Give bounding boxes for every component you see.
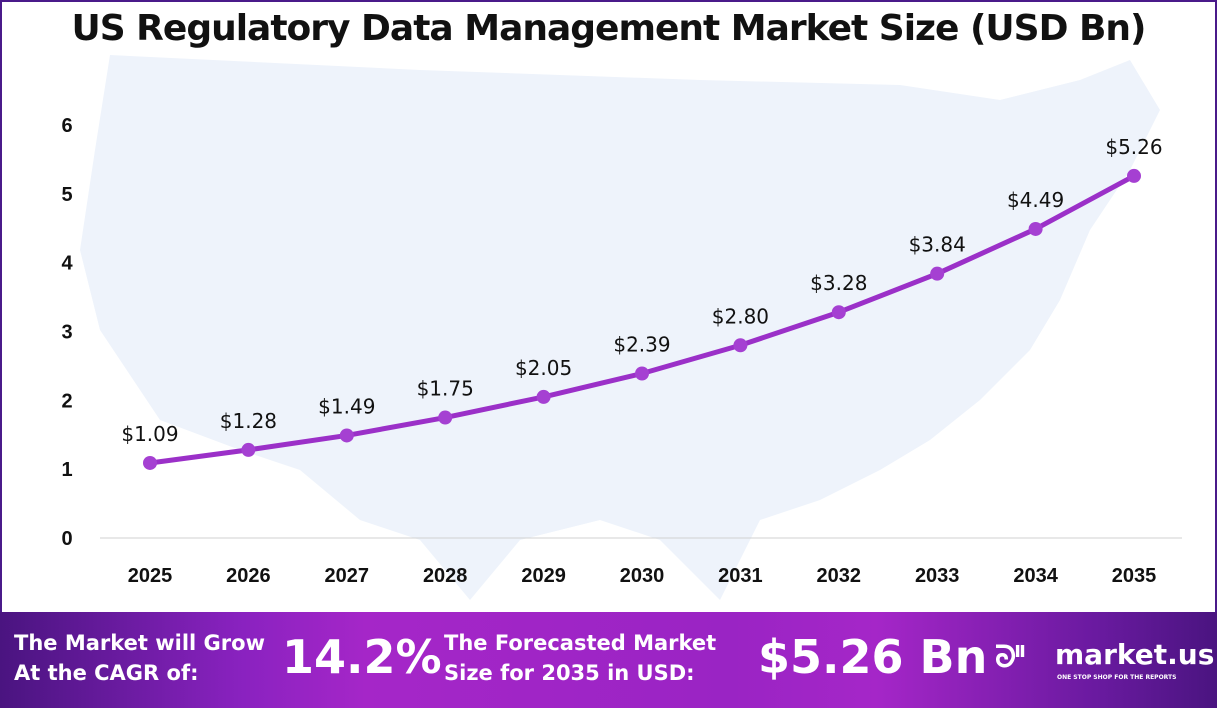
- data-point: [930, 266, 945, 281]
- logo-mark-icon: ᘐᑊᑊ: [995, 640, 1026, 675]
- x-tick-label: 2034: [1013, 565, 1058, 587]
- cagr-label-line1: The Market will Grow: [14, 631, 265, 655]
- data-point: [1127, 168, 1141, 183]
- line-chart: 0 1 2 3 4 5 6 2025 2026 2027 2028 2029 2030 2031 2032 2…: [61, 55, 1182, 600]
- y-tick-label: 5: [61, 184, 72, 206]
- forecast-label-line1: The Forecasted Market: [444, 631, 717, 655]
- y-tick-label: 3: [61, 322, 72, 344]
- data-point: [143, 455, 157, 470]
- x-tick-label: 2032: [817, 565, 862, 587]
- y-tick-label: 6: [61, 115, 72, 137]
- data-point: [733, 338, 748, 353]
- footer-banner: The Market will Grow At the CAGR of: 14.…: [0, 612, 1217, 708]
- data-point: [1028, 221, 1043, 236]
- y-tick-label: 4: [61, 253, 73, 275]
- forecast-value: $5.26 Bn: [758, 630, 988, 684]
- x-tick-label: 2035: [1112, 565, 1157, 587]
- chart-title: US Regulatory Data Management Market Siz…: [71, 8, 1146, 49]
- x-tick-label: 2028: [423, 565, 468, 587]
- x-tick-label: 2027: [325, 565, 370, 587]
- x-tick-label: 2033: [915, 565, 960, 587]
- y-tick-label: 0: [61, 528, 72, 550]
- data-point: [536, 389, 551, 404]
- cagr-label-line2: At the CAGR of:: [14, 661, 199, 685]
- data-label: $1.75: [417, 377, 474, 401]
- data-label: $3.28: [810, 271, 867, 295]
- logo-name: market.us: [1055, 638, 1215, 671]
- data-label: $1.49: [318, 394, 375, 418]
- forecast-label-line2: Size for 2035 in USD:: [444, 661, 695, 685]
- x-tick-label: 2030: [620, 565, 665, 587]
- data-label: $1.28: [220, 409, 277, 433]
- data-point: [635, 366, 649, 381]
- cagr-value: 14.2%: [282, 630, 442, 684]
- data-label: $2.39: [613, 332, 670, 356]
- x-tick-label: 2025: [128, 565, 173, 587]
- data-label: $5.26: [1105, 135, 1162, 159]
- data-point: [339, 428, 354, 443]
- x-tick-label: 2031: [718, 565, 763, 587]
- x-tick-label: 2029: [521, 565, 566, 587]
- x-tick-label: 2026: [226, 565, 271, 587]
- data-label: $2.80: [712, 304, 769, 328]
- data-label: $2.05: [515, 356, 572, 380]
- data-point: [241, 442, 256, 457]
- data-label: $3.84: [909, 233, 966, 257]
- y-tick-label: 2: [61, 390, 72, 412]
- data-label: $4.49: [1007, 188, 1064, 212]
- logo-tagline: ONE STOP SHOP FOR THE REPORTS: [1057, 674, 1177, 681]
- us-map-background: [80, 55, 1160, 600]
- data-point: [438, 410, 453, 425]
- data-point: [831, 305, 846, 320]
- y-tick-label: 1: [61, 459, 72, 481]
- data-label: $1.09: [121, 422, 178, 446]
